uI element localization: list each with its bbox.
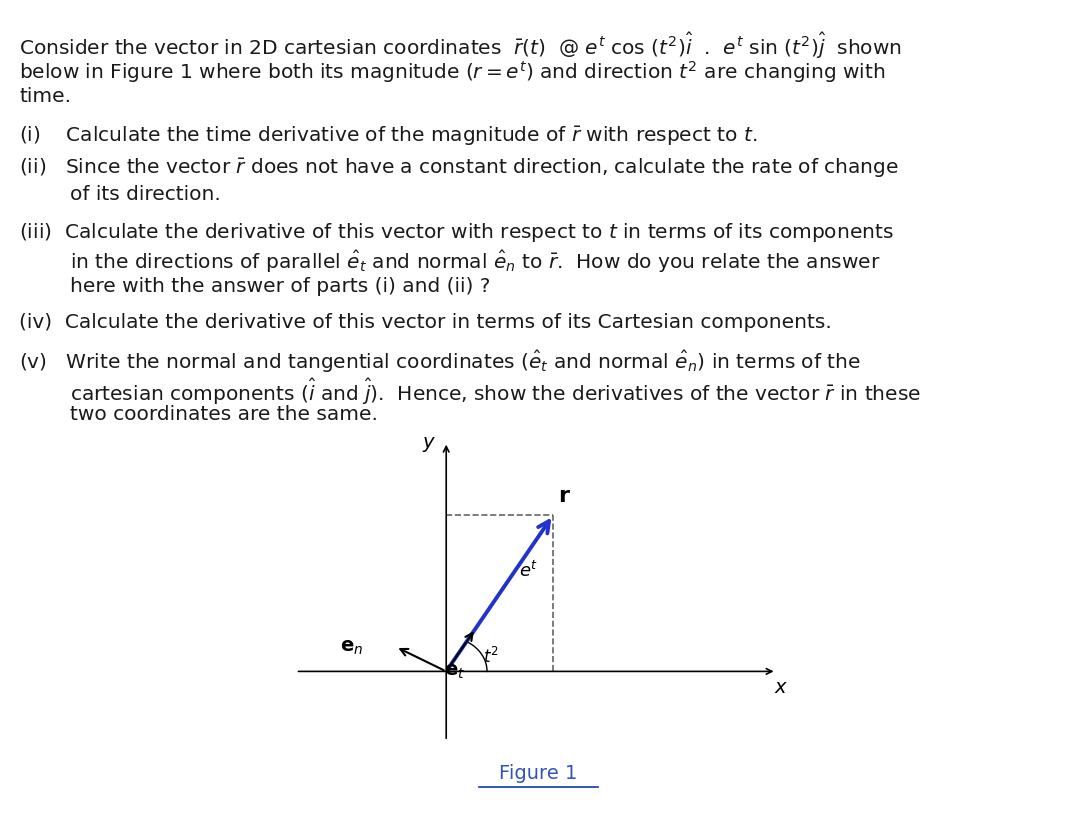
Text: here with the answer of parts (i) and (ii) ?: here with the answer of parts (i) and (i… (70, 277, 490, 296)
Text: Consider the vector in 2D cartesian coordinates  $\bar{r}(t)$  @ $e^t$ cos $(t^2: Consider the vector in 2D cartesian coor… (19, 31, 903, 61)
Text: below in Figure 1 where both its magnitude ($r = e^t$) and direction $t^2$ are c: below in Figure 1 where both its magnitu… (19, 59, 886, 85)
Text: $x$: $x$ (774, 676, 788, 696)
Text: (iii)  Calculate the derivative of this vector with respect to $t$ in terms of i: (iii) Calculate the derivative of this v… (19, 221, 894, 244)
Text: $t^2$: $t^2$ (484, 645, 499, 666)
Text: $\mathbf{r}$: $\mathbf{r}$ (558, 485, 571, 505)
Text: (ii)   Since the vector $\bar{r}$ does not have a constant direction, calculate : (ii) Since the vector $\bar{r}$ does not… (19, 157, 899, 180)
Text: in the directions of parallel $\hat{e}_t$ and normal $\hat{e}_n$ to $\bar{r}$.  : in the directions of parallel $\hat{e}_t… (70, 249, 880, 275)
Text: of its direction.: of its direction. (70, 185, 221, 204)
Text: $y$: $y$ (421, 434, 436, 454)
Text: $\mathbf{e}_{t}$: $\mathbf{e}_{t}$ (444, 661, 465, 680)
Text: (iv)  Calculate the derivative of this vector in terms of its Cartesian componen: (iv) Calculate the derivative of this ve… (19, 313, 833, 332)
Text: $e^t$: $e^t$ (519, 560, 538, 581)
Text: cartesian components ($\hat{i}$ and $\hat{j}$).  Hence, show the derivatives of : cartesian components ($\hat{i}$ and $\ha… (70, 377, 921, 407)
Text: time.: time. (19, 87, 71, 106)
Text: Figure 1: Figure 1 (500, 763, 577, 782)
Text: (v)   Write the normal and tangential coordinates ($\hat{e}_t$ and normal $\hat{: (v) Write the normal and tangential coor… (19, 349, 862, 375)
Text: $\mathbf{e}_{n}$: $\mathbf{e}_{n}$ (340, 637, 364, 657)
Text: two coordinates are the same.: two coordinates are the same. (70, 405, 378, 423)
Text: (i)    Calculate the time derivative of the magnitude of $\bar{r}$ with respect : (i) Calculate the time derivative of the… (19, 124, 758, 147)
